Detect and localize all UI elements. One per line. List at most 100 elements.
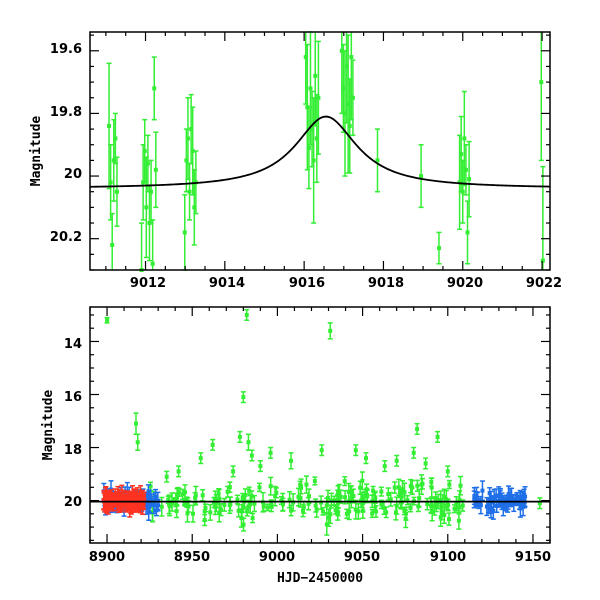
bottom-y-tick-label: 18 — [64, 443, 82, 458]
data-marker — [190, 511, 195, 516]
data-marker — [457, 505, 462, 510]
data-marker — [173, 497, 178, 502]
data-marker — [148, 484, 153, 489]
data-marker — [360, 498, 365, 503]
data-marker — [364, 456, 368, 461]
outlier-data-point — [230, 465, 236, 478]
data-marker — [175, 495, 180, 500]
outlier-data-point — [394, 454, 400, 467]
data-marker — [515, 498, 520, 503]
data-marker — [301, 508, 306, 513]
data-marker — [133, 501, 138, 506]
data-marker — [487, 491, 492, 496]
data-marker — [185, 136, 190, 141]
top-x-tick-label: 9022 — [526, 276, 562, 291]
top-y-tick-label: 20.2 — [50, 230, 82, 245]
data-marker — [360, 478, 365, 483]
data-marker — [185, 511, 190, 516]
data-marker — [379, 502, 384, 507]
outlier-data-point — [198, 452, 204, 465]
data-marker — [231, 469, 236, 474]
data-marker — [319, 500, 324, 505]
bottom-x-tick-label: 9150 — [515, 550, 551, 565]
data-point — [185, 97, 191, 180]
green-data-point — [348, 485, 354, 498]
top-y-tick-label: 19.6 — [50, 42, 82, 57]
data-marker — [350, 95, 355, 100]
data-point — [306, 106, 312, 190]
data-marker — [257, 485, 262, 490]
data-marker — [222, 502, 227, 507]
green-data-point — [320, 506, 326, 516]
data-marker — [200, 493, 205, 498]
data-point — [350, 59, 356, 137]
outlier-data-point — [240, 391, 246, 404]
bottom-y-axis-label: Magnitude — [41, 390, 56, 461]
bottom-x-tick-label: 8950 — [174, 550, 210, 565]
data-marker — [333, 508, 338, 513]
data-marker — [145, 161, 150, 166]
data-marker — [476, 501, 481, 506]
data-marker — [115, 498, 120, 503]
blue-data-point — [476, 497, 482, 510]
green-data-point — [424, 497, 430, 511]
data-marker — [265, 505, 270, 510]
bottom-y-tick-label: 16 — [64, 390, 82, 405]
data-point — [538, 32, 544, 162]
data-marker — [135, 495, 140, 500]
data-marker — [313, 503, 318, 508]
data-marker — [539, 80, 544, 85]
data-marker — [311, 158, 316, 163]
green-data-point — [344, 508, 350, 519]
data-marker — [436, 498, 441, 503]
data-marker — [246, 440, 251, 445]
outlier-data-point — [164, 470, 170, 483]
data-marker — [123, 502, 128, 507]
blue-data-point — [488, 499, 494, 519]
data-marker — [349, 489, 354, 494]
data-marker — [144, 205, 149, 210]
data-marker — [241, 503, 246, 508]
data-marker — [119, 493, 124, 498]
top-y-axis-label: Magnitude — [29, 116, 44, 187]
data-marker — [326, 515, 331, 520]
data-marker — [216, 491, 221, 496]
data-marker — [410, 485, 415, 490]
data-marker — [370, 511, 375, 516]
data-marker — [248, 502, 253, 507]
data-marker — [351, 494, 356, 499]
data-marker — [135, 440, 140, 445]
bottom-light-curve-panel: 14 16 18 20 8900 8950 9000 9050 9100 915… — [41, 306, 551, 586]
data-marker — [405, 498, 410, 503]
data-marker — [299, 484, 304, 489]
data-point — [114, 156, 120, 227]
data-marker — [137, 503, 142, 508]
data-marker — [324, 503, 329, 508]
green-data-point — [166, 494, 172, 515]
data-marker — [498, 493, 503, 498]
data-marker — [123, 493, 128, 498]
green-data-point — [446, 479, 452, 490]
outlier-data-point — [319, 444, 325, 457]
data-marker — [507, 495, 512, 500]
data-marker — [445, 503, 450, 508]
data-marker — [462, 136, 467, 141]
bottom-data-layer — [101, 308, 543, 536]
data-marker — [537, 501, 542, 506]
top-plot-frame — [89, 31, 551, 271]
top-y-tick-label: 19.8 — [50, 105, 82, 120]
red-data-point — [133, 497, 139, 510]
data-marker — [501, 506, 506, 511]
green-data-point — [303, 475, 309, 494]
data-marker — [465, 230, 470, 235]
data-point — [466, 140, 472, 218]
data-marker — [180, 492, 185, 497]
data-marker — [416, 504, 421, 509]
data-marker — [393, 510, 398, 515]
data-point — [418, 143, 424, 209]
data-marker — [210, 442, 215, 447]
outlier-data-point — [210, 438, 216, 451]
outlier-data-point — [363, 452, 369, 465]
data-marker — [146, 510, 151, 515]
data-marker — [279, 498, 284, 503]
